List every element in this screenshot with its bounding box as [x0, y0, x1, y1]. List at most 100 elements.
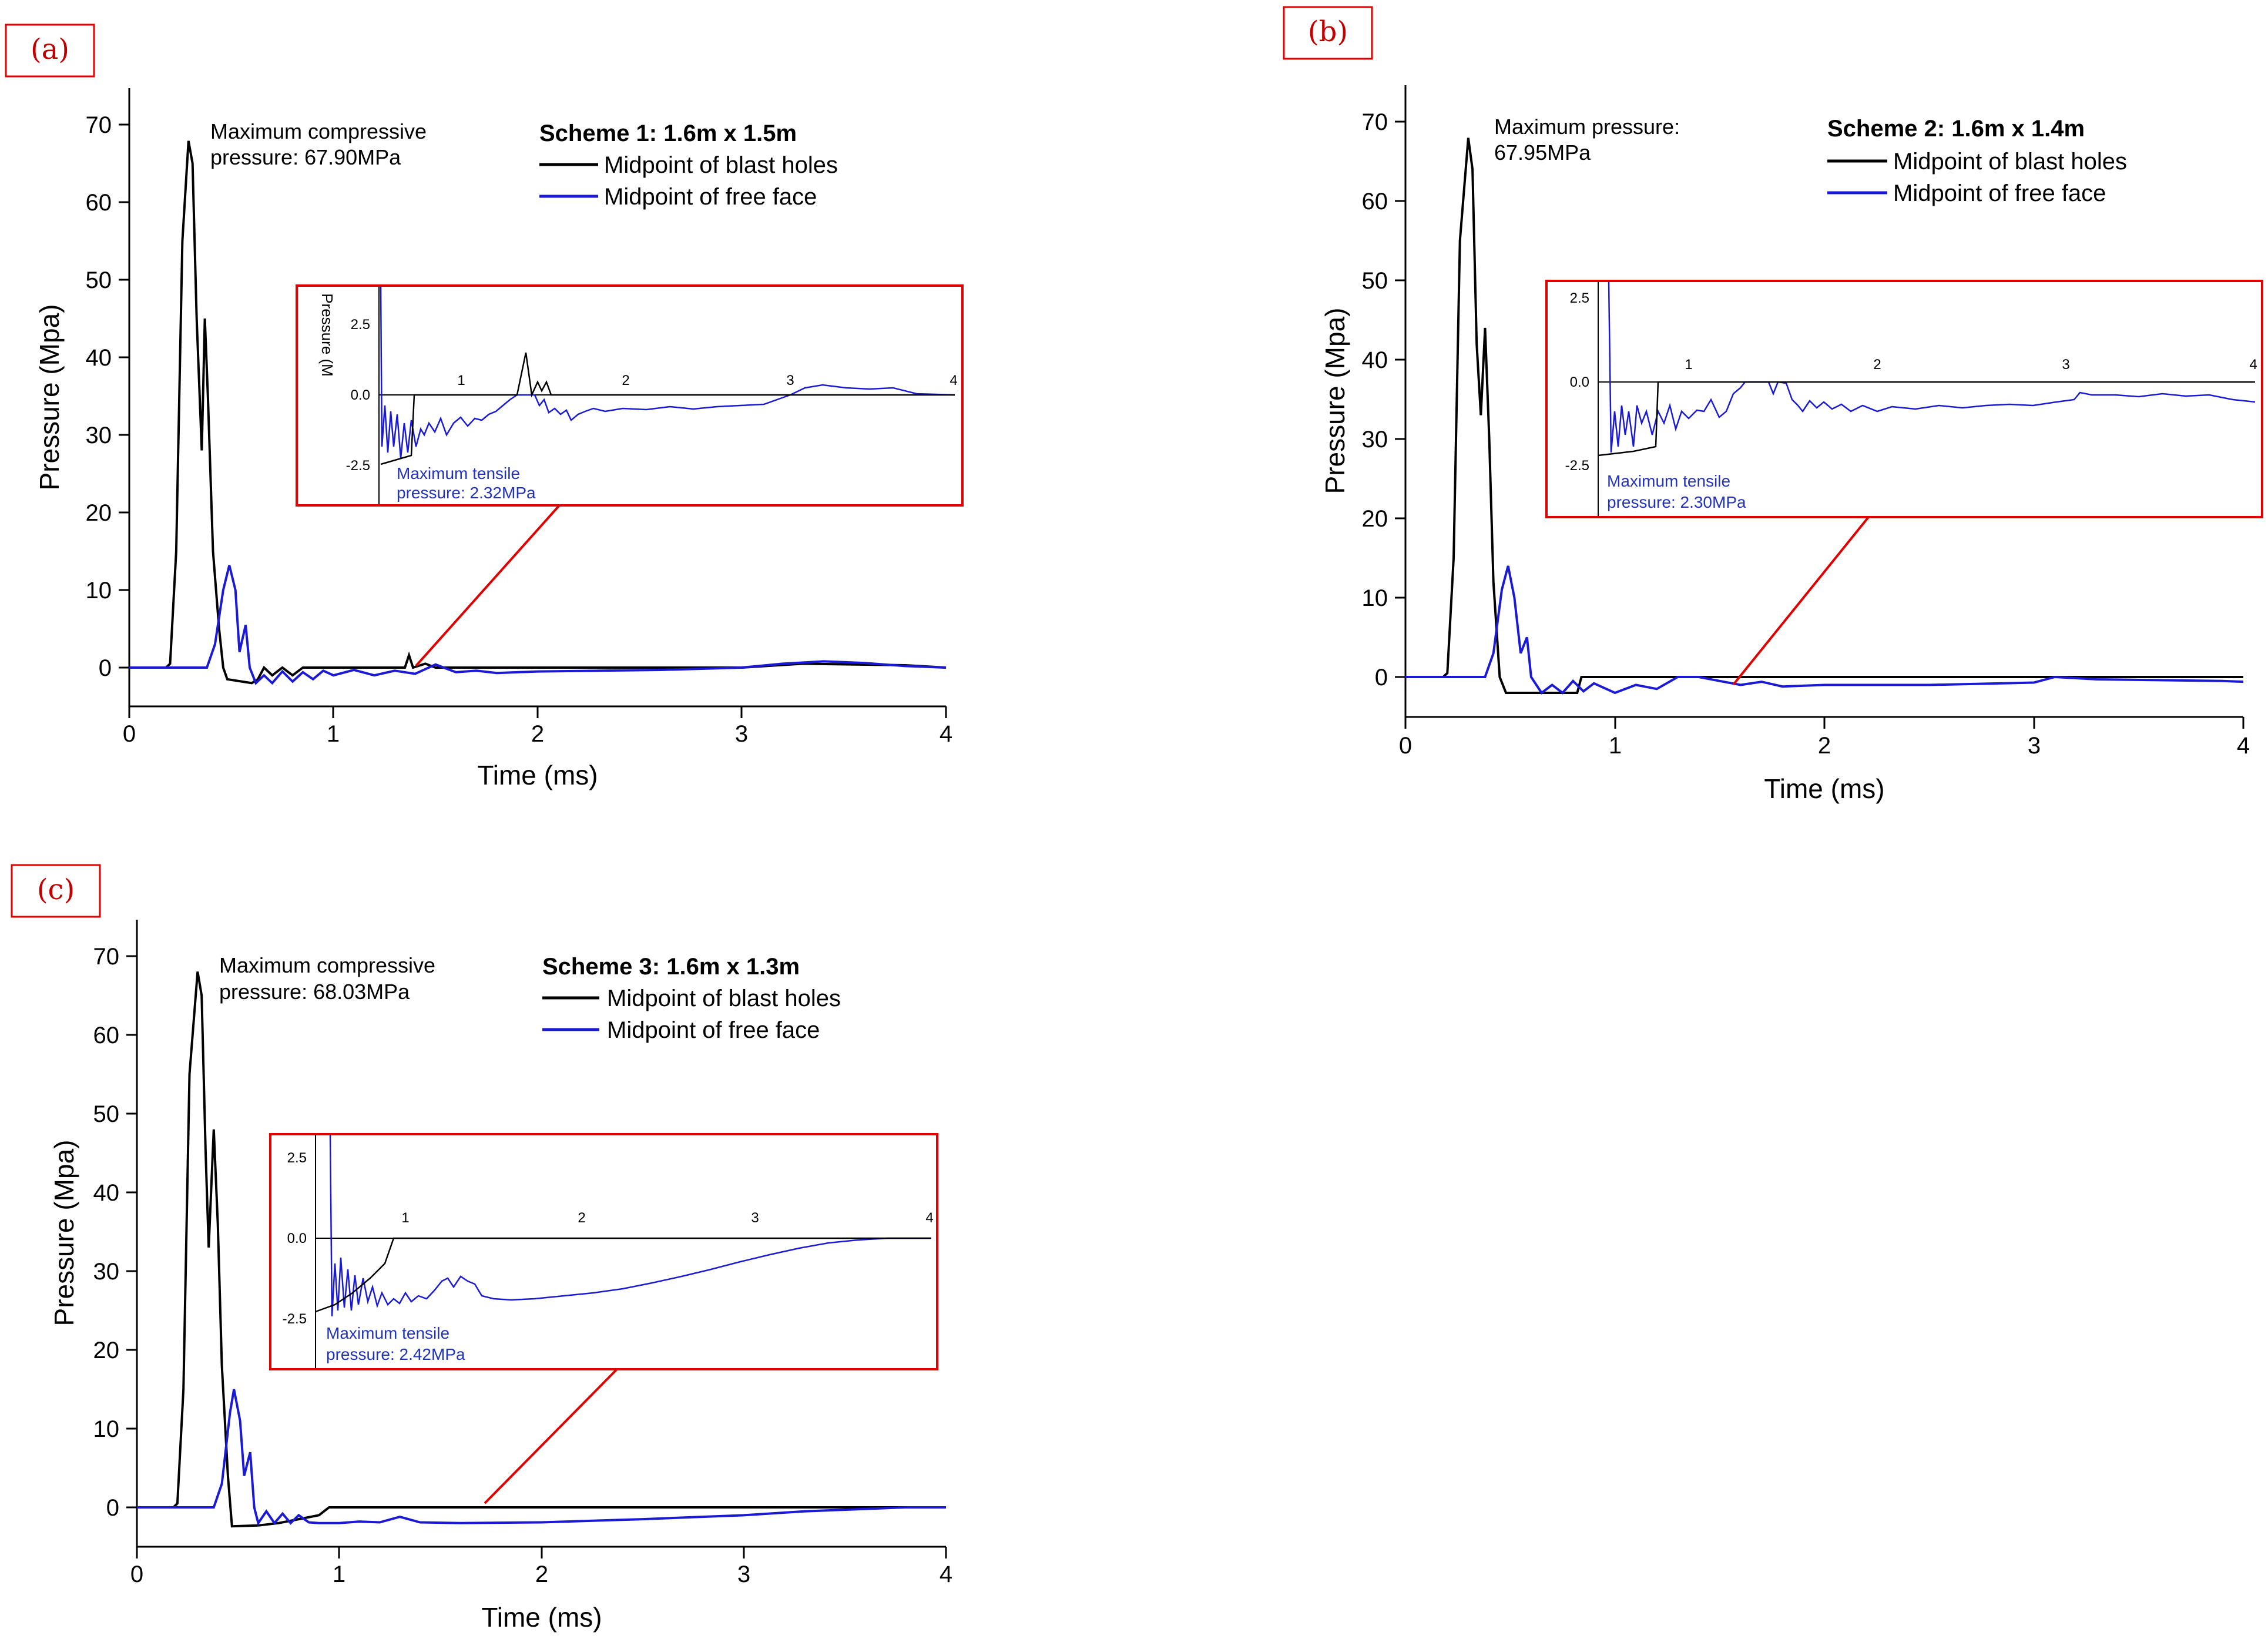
panel-c-y-axis-title: Pressure (Mpa): [49, 1140, 79, 1326]
panel-a-xtick-label: 1: [327, 721, 340, 747]
panel-c-inset-annotation-line2: pressure: 2.42MPa: [326, 1345, 465, 1363]
panel-b-zoom-connector: [1732, 516, 1870, 686]
panel-b-xtick-label: 0: [1399, 733, 1412, 759]
panel-b-x-ticks: [1404, 717, 2244, 729]
panel-c-xtick-label: 4: [940, 1561, 952, 1587]
panel-a-legend-title: Scheme 1: 1.6m x 1.5m: [539, 120, 797, 146]
panel-a-inset-xtick: 1: [457, 373, 465, 388]
panel-b-ytick-label: 30: [1362, 427, 1388, 453]
panel-a-x-axis-title: Time (ms): [477, 760, 598, 790]
panel-a-inset-annotation-line1: Maximum tensile: [397, 464, 520, 482]
panel-a-ytick-label: 20: [86, 500, 112, 526]
panel-a-inset-annotation-line2: pressure: 2.32MPa: [397, 484, 536, 502]
panel-a-axes: 0 10 20 30 40 50 60 70 0 1 2 3 4 Time (m…: [34, 88, 952, 790]
panel-b-ytick-label: 40: [1362, 347, 1388, 373]
panel-a-y-ticks: [119, 123, 129, 669]
panel-b-ytick-label: 10: [1362, 585, 1388, 611]
panel-c-ytick-label: 50: [93, 1101, 120, 1127]
panel-a-zoom-connector: [415, 504, 561, 667]
panel-c-inset-frame: [269, 1133, 938, 1370]
panel-a-inset-xtick: 2: [622, 373, 629, 388]
panel-c-label: (c): [37, 873, 75, 906]
panel-b-inset-series-blast: [1598, 381, 2255, 457]
panel-b-label: (b): [1308, 15, 1348, 48]
panel-a-inset-y-title: Pressure (M: [318, 293, 336, 377]
panel-b-inset-frame: [1545, 280, 2263, 518]
panel-b-y-axis-title: Pressure (Mpa): [1320, 308, 1350, 494]
panel-b-plot-lines: [1405, 138, 2244, 695]
panel-c-legend-title: Scheme 3: 1.6m x 1.3m: [542, 954, 800, 980]
panel-a-ytick-label: 0: [99, 655, 112, 681]
panel-c-ytick-label: 10: [93, 1416, 120, 1442]
panel-c-inset-xtick: 3: [751, 1210, 759, 1226]
panel-b-x-axis-title: Time (ms): [1764, 773, 1884, 804]
panel-c-inset-xtick: 4: [925, 1210, 933, 1226]
panel-c-legend-label-blast: Midpoint of blast holes: [607, 986, 841, 1011]
panel-a-annotation-line2: pressure: 67.90MPa: [210, 145, 401, 169]
panel-b-legend: Scheme 2: 1.6m x 1.4m Midpoint of blast …: [1827, 116, 2127, 206]
panel-a-label: (a): [31, 33, 69, 66]
panel-a-ytick-label: 40: [86, 345, 112, 371]
panel-b-inset-xtick: 3: [2062, 357, 2069, 373]
panel-a-xtick-label: 4: [940, 721, 952, 747]
panel-c-zoom-connector: [484, 1368, 618, 1504]
panel-c-series-blast: [137, 971, 946, 1528]
panel-c-ytick-label: 40: [93, 1180, 120, 1206]
panel-c-plot-lines: [137, 971, 946, 1528]
panel-b-inset: 2.5 0.0 -2.5 1 2 3 4 Maximum tensile pre…: [1545, 280, 2263, 518]
panel-a-ytick-label: 50: [86, 267, 112, 293]
panel-b-series-free: [1405, 565, 2244, 695]
panel-c-ytick-label: 70: [93, 944, 120, 970]
panel-a-ytick-label: 10: [86, 578, 112, 604]
panel-c-inset-ytick: 2.5: [287, 1150, 307, 1166]
panel-c-xtick-label: 3: [737, 1561, 750, 1587]
panel-c-axes: 0 10 20 30 40 50 60 70 0 1 2 3 4 Time (m…: [49, 920, 952, 1633]
panel-b-axes: 0 10 20 30 40 50 60 70 0 1 2 3 4 Time (m…: [1320, 85, 2250, 804]
panel-c-inset-xtick: 2: [578, 1210, 585, 1226]
panel-b-annotation-line2: 67.95MPa: [1494, 140, 1591, 165]
panel-b-label-box: [1283, 6, 1373, 60]
panel-b-inset-xtick: 1: [1685, 357, 1692, 373]
panel-a-inset-ytick: 2.5: [351, 317, 370, 333]
panel-a-ytick-label: 30: [86, 423, 112, 448]
panel-c-label-box: [11, 864, 101, 918]
panel-a-ytick-label: 70: [86, 112, 112, 138]
panel-c-xtick-label: 2: [535, 1561, 548, 1587]
panel-a-inset-ytick: 0.0: [351, 387, 370, 403]
panel-b-inset-xtick: 2: [1873, 357, 1881, 373]
panel-c-x-axis-title: Time (ms): [481, 1602, 602, 1633]
panel-b-inset-ytick: 0.0: [1570, 374, 1589, 390]
panel-b-legend-label-blast: Midpoint of blast holes: [1893, 149, 2127, 175]
panel-c-inset-ytick: -2.5: [283, 1311, 307, 1327]
panel-c-inset-xtick: 1: [401, 1210, 409, 1226]
panel-c-ytick-label: 30: [93, 1259, 120, 1285]
panel-b-xtick-label: 2: [1818, 733, 1831, 759]
panel-c-inset-series-blast: [315, 1237, 931, 1313]
panel-a-ytick-label: 60: [86, 190, 112, 216]
panel-a-y-axis-title: Pressure (Mpa): [34, 304, 65, 491]
panel-c-inset-ytick: 0.0: [287, 1231, 307, 1246]
panel-c-ytick-label: 20: [93, 1338, 120, 1363]
panel-b-inset-ytick: 2.5: [1570, 290, 1589, 306]
panel-c-xtick-label: 0: [130, 1561, 143, 1587]
panel-a: (a) 0 10 20 30 40 50 60 70: [5, 24, 964, 790]
panel-a-label-box: [5, 24, 95, 78]
panel-b-xtick-label: 1: [1609, 733, 1622, 759]
panel-b-ytick-label: 60: [1362, 189, 1388, 214]
panel-b-inset-annotation-line1: Maximum tensile: [1607, 472, 1730, 490]
panel-b-annotation-line1: Maximum pressure:: [1494, 115, 1680, 139]
panel-c-legend: Scheme 3: 1.6m x 1.3m Midpoint of blast …: [542, 954, 841, 1043]
panel-b-legend-label-free: Midpoint of free face: [1893, 180, 2106, 206]
panel-c-x-ticks: [136, 1547, 947, 1558]
panel-c-inset-annotation-line1: Maximum tensile: [326, 1324, 449, 1342]
panel-b-xtick-label: 3: [2028, 733, 2041, 759]
panel-c-ytick-label: 0: [106, 1495, 119, 1521]
panel-a-annotation-line1: Maximum compressive: [210, 119, 427, 143]
panel-b-inset-xtick: 4: [2249, 357, 2257, 373]
panel-a-inset-ytick: -2.5: [346, 458, 370, 474]
panel-b: (b) 0 10 20 30 40 50 60 70 0: [1283, 6, 2263, 804]
panel-c-ytick-label: 60: [93, 1023, 120, 1048]
panel-c-xtick-label: 1: [333, 1561, 345, 1587]
panel-b-xtick-label: 4: [2237, 733, 2250, 759]
